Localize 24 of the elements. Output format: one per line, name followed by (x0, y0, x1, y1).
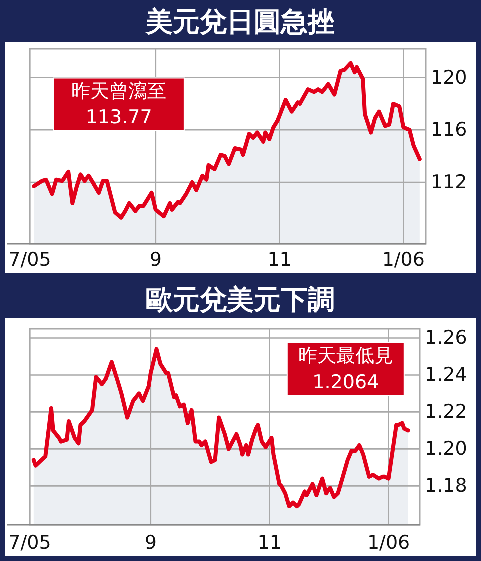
x-tick-label: 1/06 (382, 249, 425, 271)
y-tick-label: 1.26 (425, 327, 468, 350)
y-tick-label: 1.20 (425, 438, 468, 460)
note: 昨天最低見 1.2064 (286, 342, 405, 396)
x-tick-label: 9 (150, 249, 162, 271)
x-tick-label: 11 (268, 249, 292, 271)
annotation: 昨天最低見 (298, 344, 394, 367)
annotation: 1.2064 (312, 371, 380, 394)
x-tick-label: 7/05 (8, 249, 52, 271)
x-tick-label: 7/05 (8, 532, 52, 554)
y-tick-label: 1.18 (425, 475, 468, 498)
chart-title: 歐元兌美元下調 (146, 285, 335, 316)
y-tick-label: 116 (431, 119, 468, 142)
x-tick-label: 1/06 (367, 532, 410, 554)
note: 昨天曾瀉至 113.77 (53, 78, 185, 132)
y-tick-label: 1.24 (425, 364, 468, 386)
y-tick-label: 120 (431, 66, 468, 89)
x-tick-label: 9 (144, 532, 157, 554)
annotation: 113.77 (86, 106, 152, 129)
x-tick-label: 11 (258, 532, 282, 554)
y-tick-label: 112 (431, 171, 468, 194)
annotation: 昨天曾瀉至 (72, 80, 167, 102)
chart-title: 美元兌日圓急挫 (145, 7, 335, 38)
y-tick-label: 1.22 (425, 401, 468, 424)
